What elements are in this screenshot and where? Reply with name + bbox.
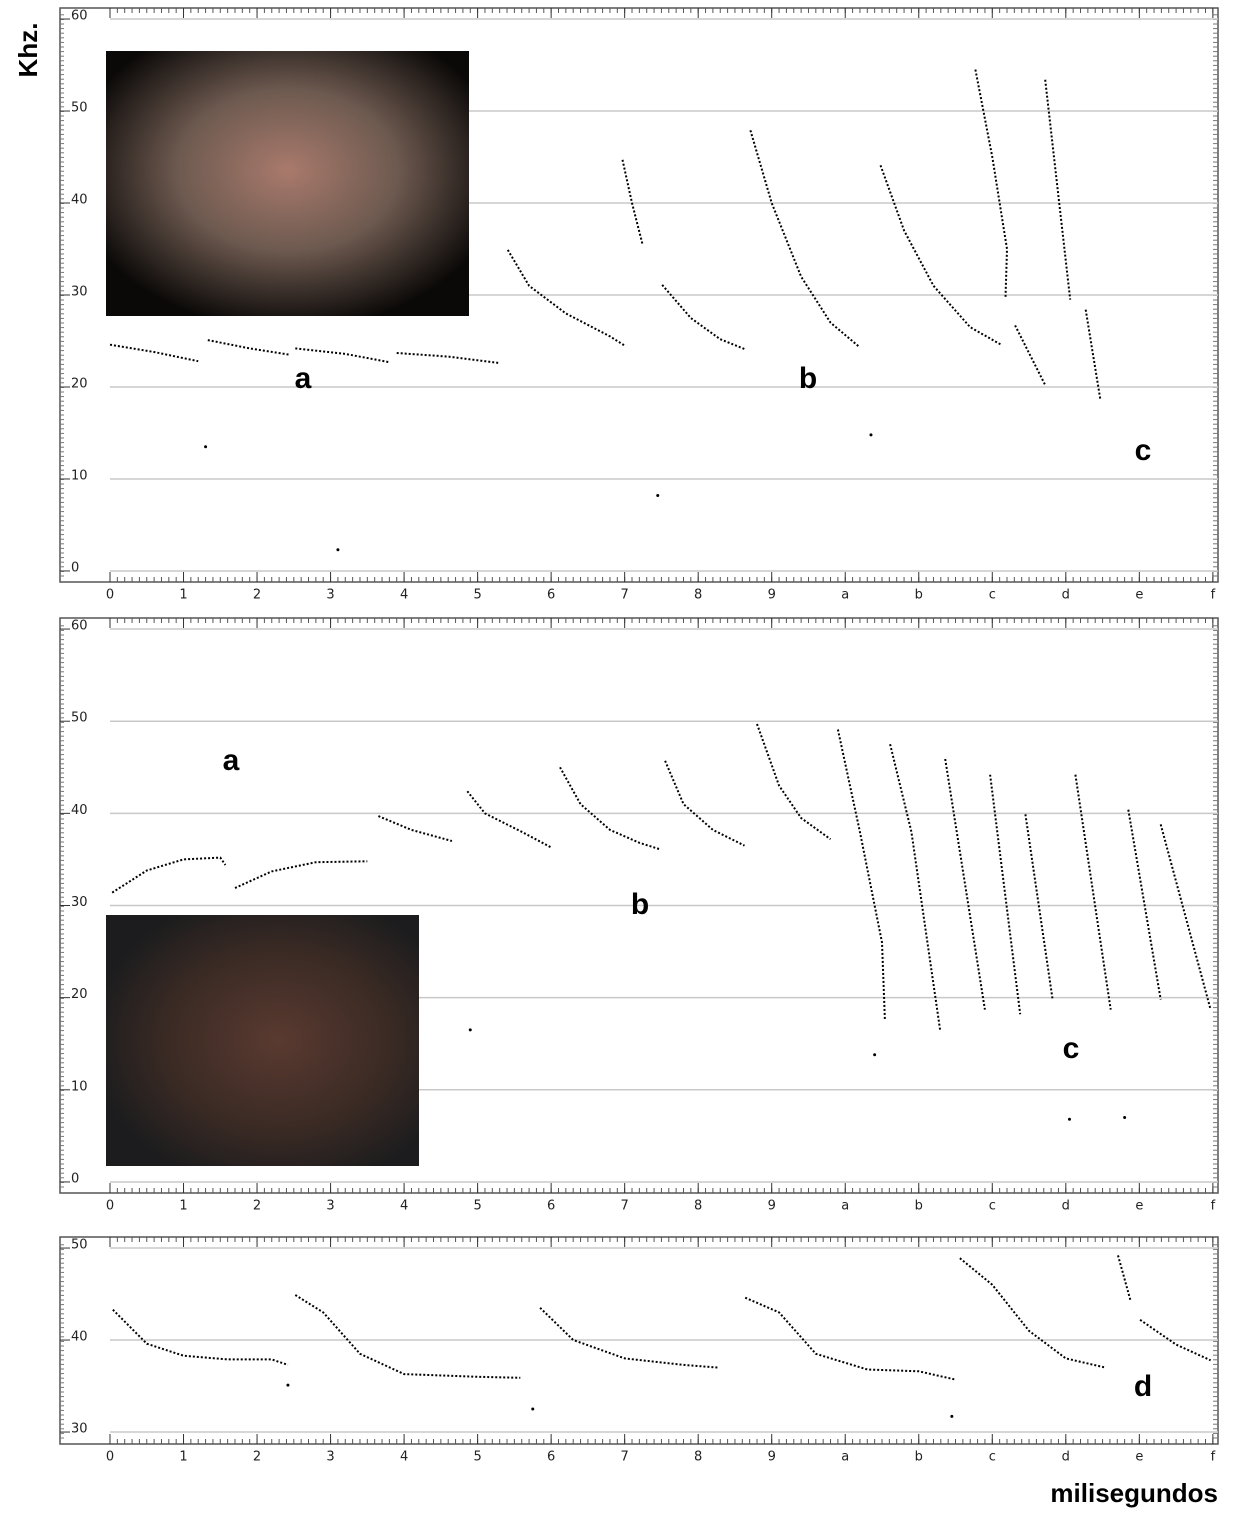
y-tick-label: 40 <box>71 803 88 818</box>
stray-point <box>1068 1118 1071 1121</box>
stray-point <box>656 494 659 497</box>
x-tick-label: 3 <box>326 1199 334 1214</box>
x-tick-label: e <box>1135 1450 1143 1465</box>
x-tick-label: a <box>841 1450 849 1465</box>
y-tick-label: 20 <box>71 987 88 1002</box>
x-tick-label: f <box>1211 1199 1216 1214</box>
y-tick-label: 50 <box>71 711 88 726</box>
x-tick-label: d <box>1062 588 1070 603</box>
stray-point <box>873 1053 876 1056</box>
stray-point <box>531 1408 534 1411</box>
y-tick-label: 40 <box>71 193 88 208</box>
x-tick-label: c <box>989 588 996 603</box>
x-tick-label: 4 <box>400 1199 408 1214</box>
x-tick-label: 0 <box>106 1450 114 1465</box>
stray-point <box>869 433 872 436</box>
x-tick-label: 0 <box>106 1199 114 1214</box>
x-tick-label: a <box>841 1199 849 1214</box>
x-tick-label: b <box>915 1450 923 1465</box>
x-tick-label: e <box>1135 1199 1143 1214</box>
x-tick-label: b <box>915 588 923 603</box>
x-tick-label: 5 <box>473 1199 481 1214</box>
y-axis-label: Khz. <box>13 23 43 78</box>
y-tick-label: 30 <box>71 285 88 300</box>
y-tick-label: 30 <box>71 895 88 910</box>
y-tick-label: 0 <box>71 560 79 575</box>
y-tick-label: 0 <box>71 1171 79 1186</box>
y-tick-label: 50 <box>71 101 88 116</box>
x-tick-label: 6 <box>547 1450 555 1465</box>
x-tick-label: 9 <box>768 1199 776 1214</box>
x-tick-label: 6 <box>547 588 555 603</box>
x-tick-label: f <box>1211 1450 1216 1465</box>
annotation: b <box>631 888 649 921</box>
stray-point <box>1123 1116 1126 1119</box>
x-tick-label: d <box>1062 1450 1070 1465</box>
x-tick-label: 2 <box>253 1450 261 1465</box>
x-axis-label: milisegundos <box>1050 1478 1218 1508</box>
x-tick-label: c <box>989 1199 996 1214</box>
figure: 01020304050600123456789abcdefabcKhz.0102… <box>0 0 1234 1513</box>
y-tick-label: 10 <box>71 1079 88 1094</box>
x-tick-label: 8 <box>694 1199 702 1214</box>
x-tick-label: 8 <box>694 588 702 603</box>
stray-point <box>336 548 339 551</box>
x-tick-label: c <box>989 1450 996 1465</box>
annotation: d <box>1134 1370 1152 1403</box>
y-tick-label: 10 <box>71 468 88 483</box>
y-tick-label: 60 <box>71 619 88 634</box>
x-tick-label: 7 <box>621 588 629 603</box>
x-tick-label: 3 <box>326 1450 334 1465</box>
x-tick-label: 7 <box>621 1199 629 1214</box>
x-tick-label: 9 <box>768 1450 776 1465</box>
x-tick-label: 5 <box>473 588 481 603</box>
y-tick-label: 40 <box>71 1330 88 1345</box>
x-tick-label: 1 <box>179 588 187 603</box>
annotation: a <box>295 362 312 395</box>
stray-point <box>204 445 207 448</box>
annotation: a <box>223 744 240 777</box>
x-tick-label: 9 <box>768 588 776 603</box>
annotation: c <box>1135 434 1152 467</box>
x-tick-label: b <box>915 1199 923 1214</box>
x-tick-label: 3 <box>326 588 334 603</box>
x-tick-label: 1 <box>179 1450 187 1465</box>
bat-photo <box>106 51 469 316</box>
x-tick-label: 7 <box>621 1450 629 1465</box>
x-tick-label: 0 <box>106 588 114 603</box>
x-tick-label: 4 <box>400 1450 408 1465</box>
stray-point <box>286 1384 289 1387</box>
y-tick-label: 50 <box>71 1238 88 1253</box>
annotation: c <box>1063 1032 1080 1065</box>
x-tick-label: a <box>841 588 849 603</box>
x-tick-label: 1 <box>179 1199 187 1214</box>
y-tick-label: 20 <box>71 376 88 391</box>
bat-photo <box>106 915 419 1166</box>
y-tick-label: 60 <box>71 9 88 24</box>
x-tick-label: 2 <box>253 1199 261 1214</box>
annotation: b <box>799 362 817 395</box>
x-tick-label: 5 <box>473 1450 481 1465</box>
x-tick-label: 4 <box>400 588 408 603</box>
x-tick-label: 8 <box>694 1450 702 1465</box>
x-tick-label: 2 <box>253 588 261 603</box>
stray-point <box>950 1415 953 1418</box>
x-tick-label: f <box>1211 588 1216 603</box>
y-tick-label: 30 <box>71 1422 88 1437</box>
stray-point <box>469 1028 472 1031</box>
x-tick-label: d <box>1062 1199 1070 1214</box>
x-tick-label: e <box>1135 588 1143 603</box>
x-tick-label: 6 <box>547 1199 555 1214</box>
